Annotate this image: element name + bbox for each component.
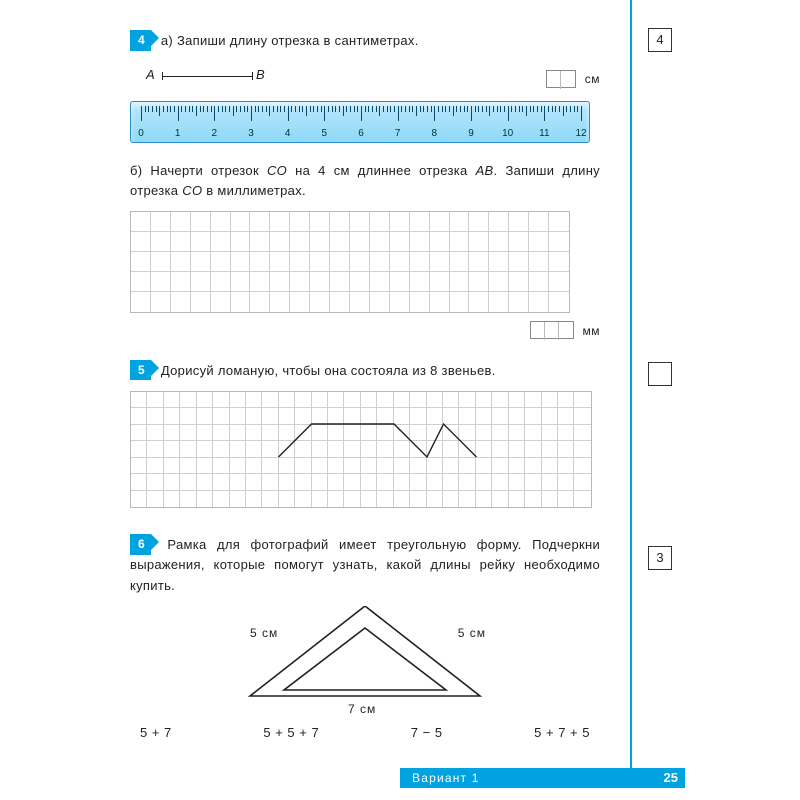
task6-badge: 6	[130, 534, 151, 555]
footer-variant: Вариант 1	[400, 768, 685, 788]
segment-label-b: B	[256, 67, 265, 82]
triangle-frame: 5 см 5 см 7 см	[240, 606, 490, 711]
task4-prompt-b: б) Начерти отрезок CO на 4 см длиннее от…	[130, 161, 600, 201]
tri-label-left: 5 см	[250, 626, 278, 640]
task4-prompt-a: 4 а) Запиши длину отрезка в сантиметрах.	[130, 30, 600, 51]
task5-badge: 5	[130, 360, 151, 381]
answer-a-box[interactable]	[546, 70, 576, 88]
task4-grid[interactable]	[130, 211, 570, 313]
footer-page: 25	[664, 768, 678, 788]
task5-area[interactable]	[130, 391, 600, 509]
segment-label-a: A	[146, 67, 155, 82]
score-box[interactable]: 4	[648, 28, 672, 52]
answer-a-wrap: см	[546, 70, 600, 88]
answer-b-box[interactable]	[530, 321, 574, 339]
answer-b-wrap: мм	[130, 321, 600, 339]
expression[interactable]: 5 + 7 + 5	[534, 725, 590, 740]
expression[interactable]: 7 − 5	[411, 725, 443, 740]
task4-text-a: а) Запиши длину отрезка в сантиметрах.	[161, 33, 419, 48]
expression[interactable]: 5 + 7	[140, 725, 172, 740]
expression-row: 5 + 7 5 + 5 + 7 7 − 5 5 + 7 + 5	[140, 725, 590, 740]
ruler: 0123456789101112	[130, 101, 590, 143]
unit-cm: см	[585, 72, 600, 86]
segment-ab: A B	[158, 67, 278, 89]
page-footer: Вариант 1 25	[0, 768, 800, 788]
task6-prompt: 6 Рамка для фотографий имеет треугольную…	[130, 534, 600, 595]
task5-text: Дорисуй ломаную, чтобы она состояла из 8…	[161, 363, 496, 378]
expression[interactable]: 5 + 5 + 7	[263, 725, 319, 740]
tri-label-right: 5 см	[458, 626, 486, 640]
task5-prompt: 5 Дорисуй ломаную, чтобы она состояла из…	[130, 360, 600, 381]
task6-text: Рамка для фотографий имеет треугольную ф…	[130, 537, 600, 592]
tri-label-bottom: 7 см	[348, 702, 376, 716]
score-box[interactable]	[648, 362, 672, 386]
unit-mm: мм	[583, 324, 601, 338]
task4-badge: 4	[130, 30, 151, 51]
score-box[interactable]: 3	[648, 546, 672, 570]
task5-grid	[130, 391, 592, 509]
page-content: 4 а) Запиши длину отрезка в сантиметрах.…	[130, 30, 600, 740]
